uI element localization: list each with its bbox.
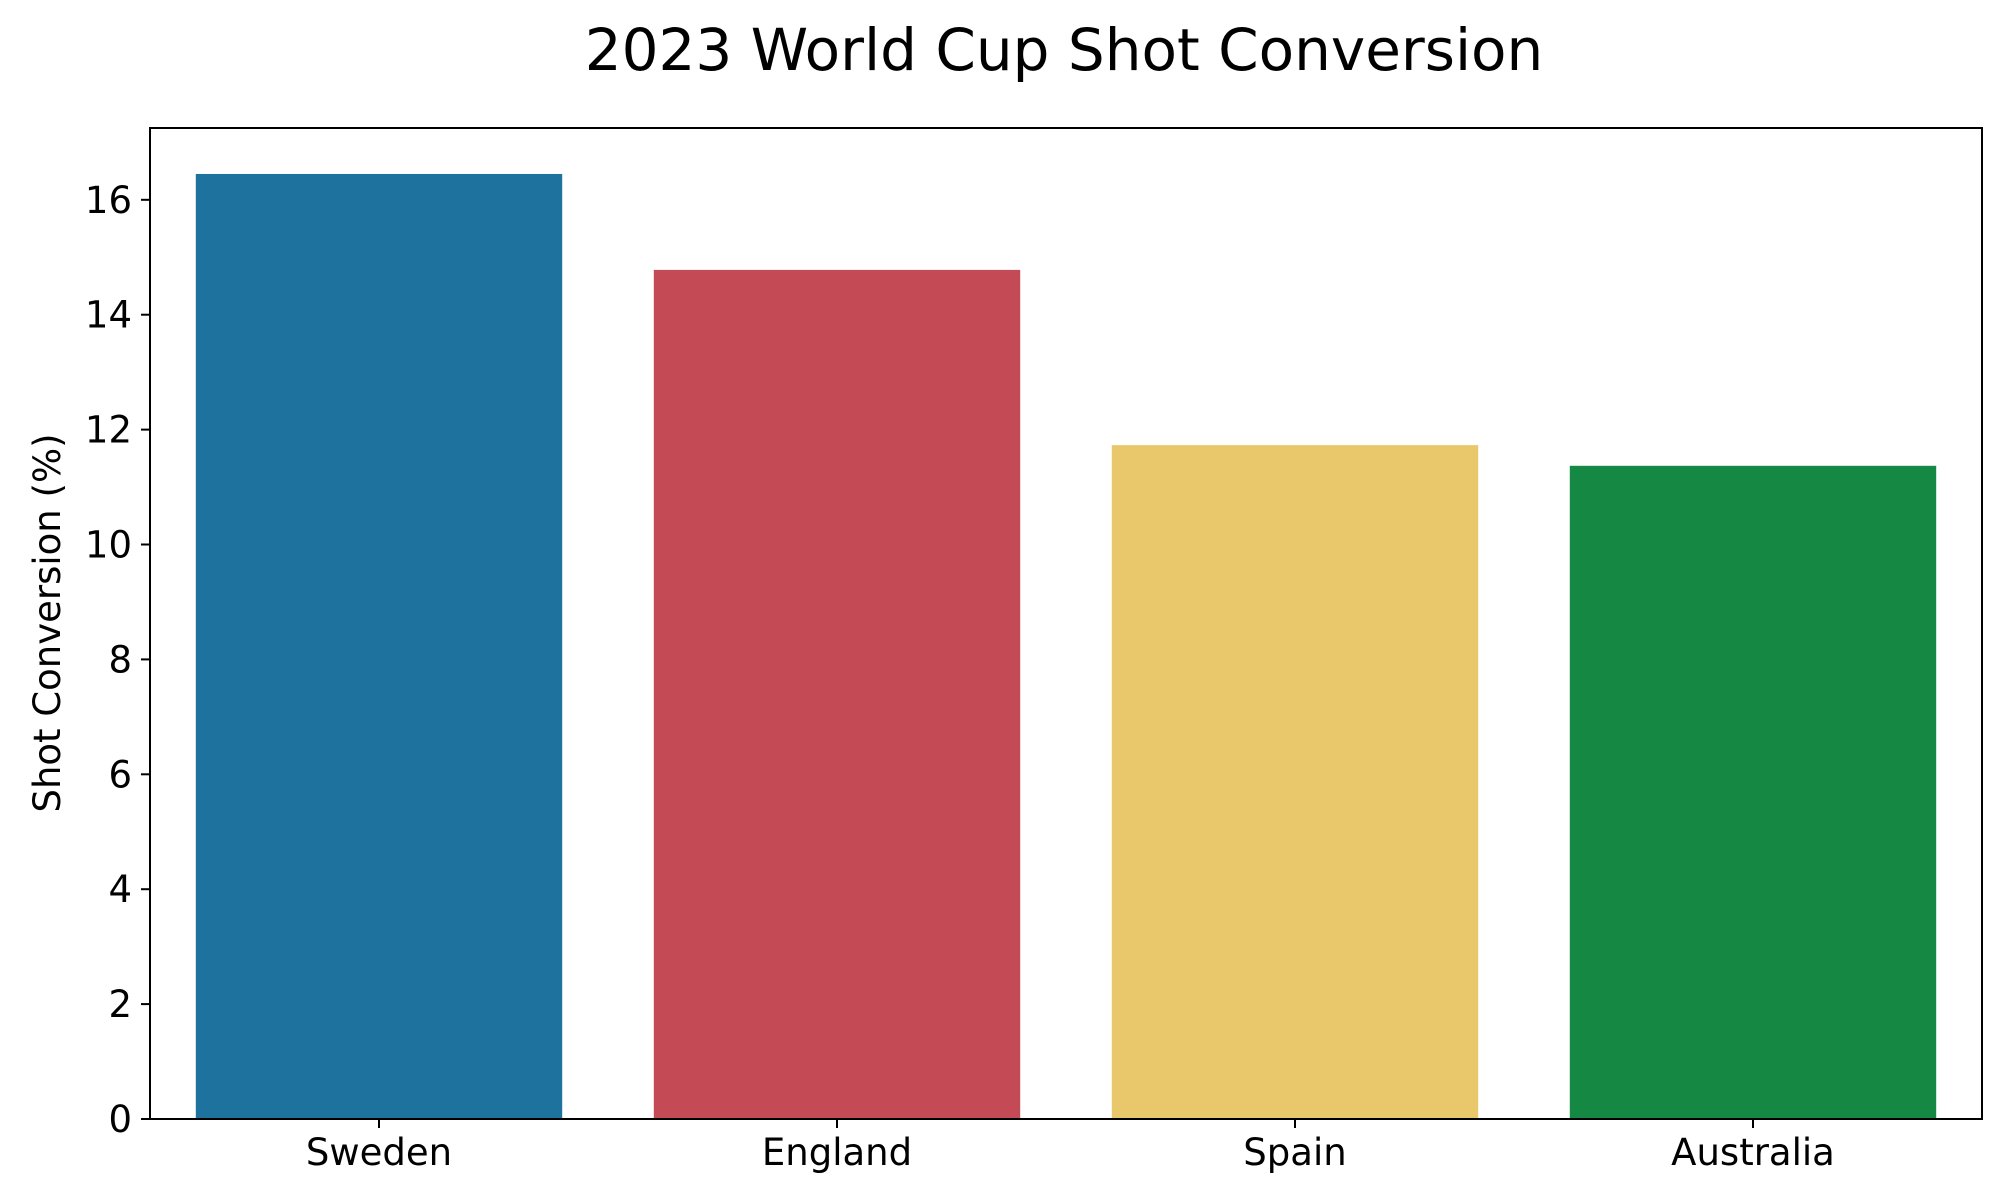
y-tick-label: 10 [85,524,132,567]
x-tick-label-australia: Australia [1671,1131,1835,1174]
y-tick-label: 0 [108,1098,132,1141]
x-tick-label-england: England [762,1131,912,1174]
bars-layer [195,173,1937,1119]
bar-spain [1111,445,1479,1119]
chart-title: 2023 World Cup Shot Conversion [585,16,1544,84]
y-tick-label: 14 [85,294,132,337]
y-tick-label: 12 [85,409,132,452]
y-tick-label: 8 [108,638,132,681]
y-axis-label: Shot Conversion (%) [26,433,69,812]
x-tick-label-sweden: Sweden [306,1131,452,1174]
plot-area: 0 2 4 6 8 10 12 14 16 Sweden England Spain Australi… [85,127,1983,1174]
x-tick-label-spain: Spain [1243,1131,1346,1174]
bar-australia [1569,465,1937,1119]
y-tick-label: 4 [108,868,132,911]
bar-england [653,269,1021,1119]
y-axis: 0 2 4 6 8 10 12 14 16 [85,179,150,1141]
y-tick-label: 2 [108,983,132,1026]
y-tick-label: 16 [85,179,132,222]
bar-sweden [195,173,563,1119]
plot-frame [149,127,1983,1120]
y-tick-label: 6 [108,753,132,796]
x-axis: Sweden England Spain Australia [306,1119,1835,1174]
